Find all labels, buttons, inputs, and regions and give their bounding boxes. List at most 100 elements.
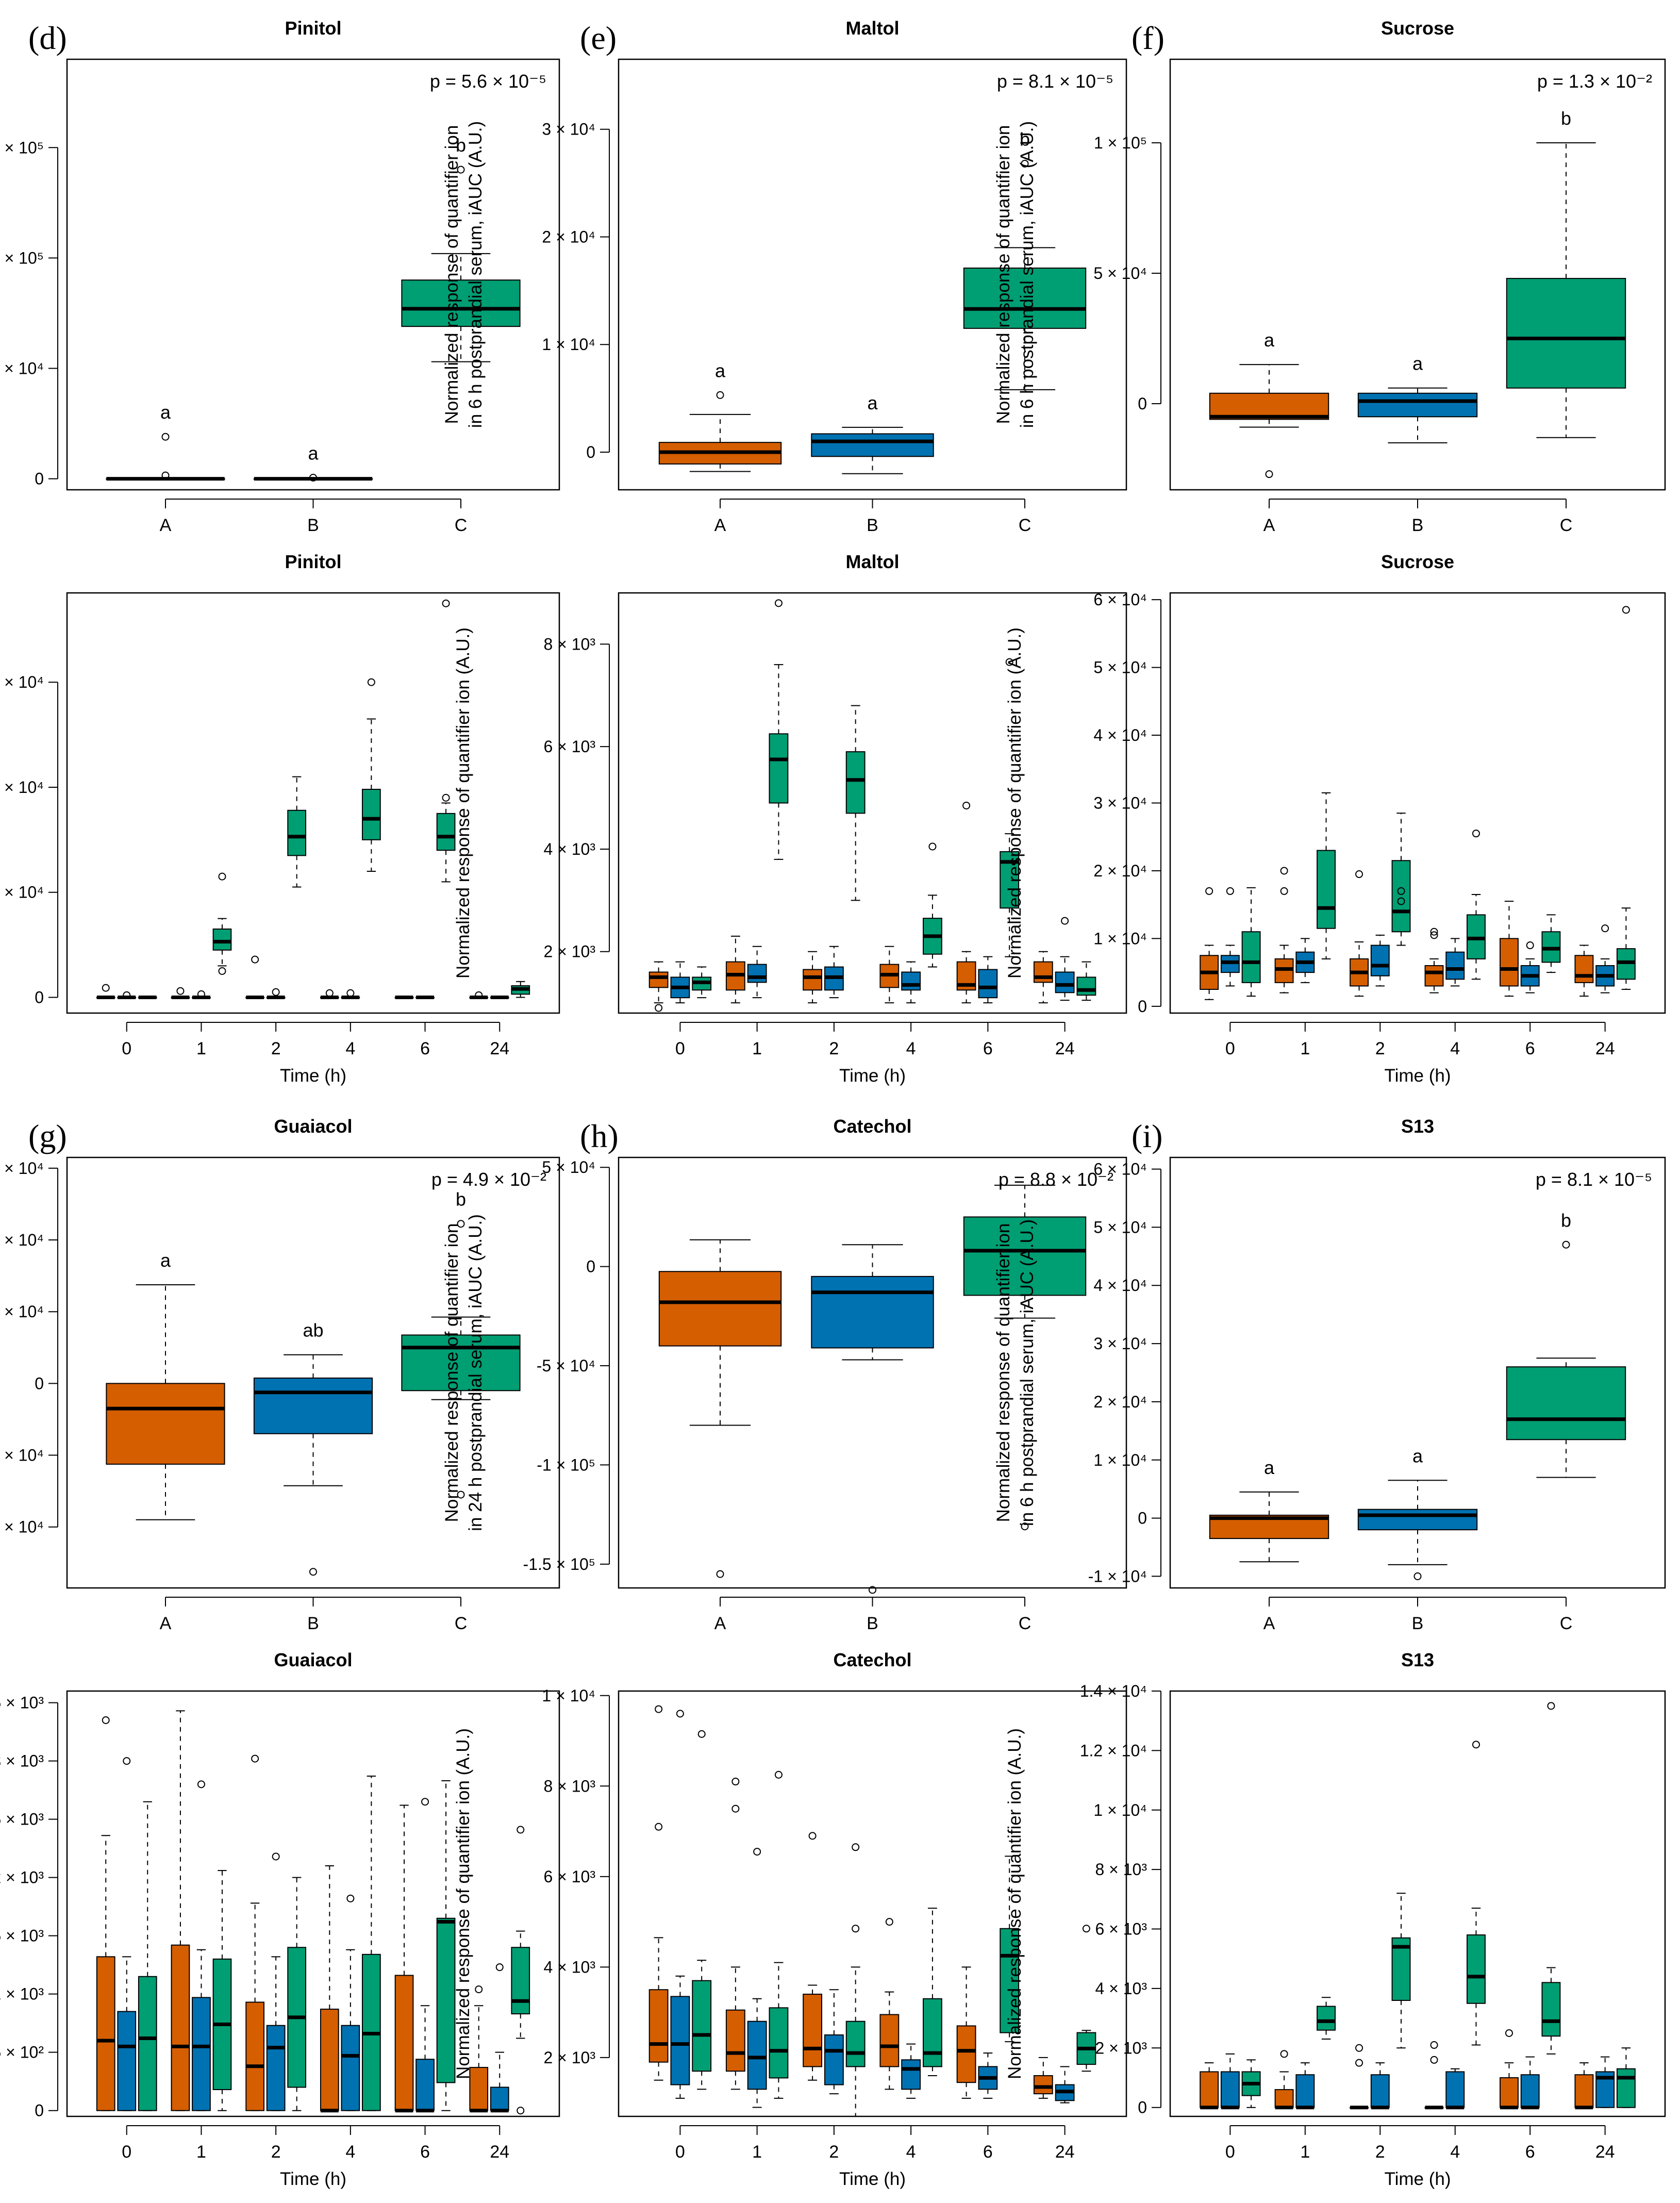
y-tick-label: 0 — [35, 1374, 44, 1393]
box-iqr — [1317, 850, 1336, 929]
box-C — [362, 1776, 381, 2111]
box-C — [436, 1780, 456, 2111]
outlier-point — [161, 433, 170, 441]
box-iqr — [978, 969, 998, 999]
outlier-point — [1226, 887, 1234, 895]
box-iqr — [436, 813, 456, 851]
outlier-point — [852, 1925, 860, 1933]
x-tick-label: B — [1412, 516, 1424, 535]
x-tick-label: B — [867, 516, 878, 535]
box-iqr — [901, 971, 921, 991]
box-iqr — [1241, 931, 1261, 983]
box-iqr — [769, 733, 789, 804]
y-tick-label: 2 × 10⁴ — [542, 227, 595, 246]
outlier-point — [928, 842, 937, 851]
box-A — [956, 801, 976, 1004]
outlier-point — [475, 991, 483, 999]
box-C — [511, 981, 530, 998]
outlier-point — [309, 1568, 317, 1576]
plot-frame — [618, 1690, 1127, 2117]
y-tick-label: 2 × 10⁴ — [0, 1302, 44, 1321]
panel-label: (h) — [580, 1118, 619, 1154]
chart-title: Guaiacol — [274, 1649, 352, 1670]
outlier-point — [1205, 887, 1213, 895]
y-tick-label: 4 × 10⁴ — [1093, 1276, 1147, 1295]
outlier-point — [716, 391, 724, 399]
box-C — [287, 1877, 307, 2111]
box-B — [901, 2043, 921, 2099]
x-tick-label: 0 — [122, 1039, 131, 1058]
panel-s13-timecourse: S13 0 2 × 10³ 4 × 10³ 6 × 10³ 8 × 10³ 1 × 10⁴ 1… — [1005, 1649, 1666, 2189]
x-tick-label: 6 — [420, 1039, 430, 1058]
box-iqr — [117, 2011, 137, 2111]
y-axis-label: in 24 h postprandial serum, iAUC (A.U.) — [465, 1214, 486, 1531]
y-tick-label: 2 × 10³ — [1095, 2039, 1147, 2057]
box-C — [287, 776, 307, 888]
x-axis-label: Time (h) — [280, 1066, 346, 1086]
box-iqr — [469, 2067, 489, 2111]
y-axis-label: Normalized response of quantifier ion — [993, 1223, 1013, 1522]
outlier-point — [517, 1826, 525, 1834]
x-tick-label: 2 — [1375, 2142, 1385, 2162]
y-tick-label: 2 × 10³ — [543, 2048, 595, 2067]
panel-catechol-iauc: Catechol (h) p = 8.8 × 10⁻² -1.5 × 10⁵ -1 × … — [442, 1116, 1127, 1633]
significance-letter: b — [1561, 108, 1571, 129]
box-iqr — [401, 1334, 521, 1392]
x-tick-label: 1 — [1300, 2142, 1310, 2162]
y-tick-label: 0 — [35, 988, 44, 1006]
box-B — [747, 1848, 767, 2108]
y-tick-label: 0 — [1138, 1509, 1147, 1528]
x-tick-label: 2 — [829, 2142, 839, 2162]
outlier-point — [475, 1985, 483, 1994]
box-iqr — [811, 1276, 934, 1349]
y-tick-label: 8 × 10³ — [1095, 1860, 1147, 1879]
box-A — [171, 1710, 190, 2111]
y-tick-label: 2 × 10³ — [543, 942, 595, 961]
significance-letter: a — [308, 442, 319, 463]
box-B — [490, 1963, 509, 2113]
outlier-point — [176, 987, 185, 995]
outlier-point — [731, 1804, 740, 1813]
p-value: p = 5.6 × 10⁻⁵ — [430, 71, 546, 92]
y-tick-label: 5 × 10² — [0, 2043, 44, 2062]
box-iqr — [824, 2034, 844, 2085]
x-tick-label: C — [455, 1614, 468, 1633]
y-tick-label: 4 × 10³ — [543, 1958, 595, 1976]
plot-frame — [1169, 58, 1666, 491]
outlier-point — [123, 1757, 131, 1765]
outlier-point — [1397, 897, 1405, 905]
y-tick-label: 5 × 10⁴ — [0, 359, 44, 377]
box-iqr — [1391, 860, 1411, 933]
outlier-point — [421, 1798, 429, 1806]
box-C — [401, 1220, 521, 1499]
y-tick-label: 4 × 10⁴ — [1093, 726, 1147, 744]
x-tick-label: 6 — [420, 2142, 430, 2162]
chart-title: S13 — [1401, 1116, 1434, 1137]
box-C — [1000, 658, 1020, 957]
box-iqr — [1520, 2074, 1540, 2108]
box-A — [96, 984, 115, 999]
x-tick-label: A — [714, 516, 726, 535]
box-B — [490, 995, 509, 999]
box-iqr — [1357, 392, 1478, 418]
x-axis-label: Time (h) — [839, 2169, 906, 2189]
x-tick-label: 6 — [983, 1039, 993, 1058]
outlier-point — [1355, 2059, 1363, 2067]
outlier-point — [251, 1754, 259, 1763]
box-A — [648, 1705, 669, 2081]
outlier-point — [655, 1004, 663, 1012]
box-B — [1357, 1480, 1478, 1580]
x-tick-label: 1 — [752, 1039, 762, 1058]
y-tick-label: 6 × 10³ — [1095, 1920, 1147, 1939]
outlier-point — [1021, 159, 1029, 168]
outlier-point — [457, 1490, 465, 1499]
box-B — [824, 946, 844, 999]
box-A — [803, 951, 822, 1004]
panel-maltol-timecourse: Maltol 2 × 10³ 4 × 10³ 6 × 10³ 8 × 10³ Normal… — [453, 551, 1127, 1086]
outlier-point — [1430, 2041, 1438, 2049]
y-tick-label: 5 × 10⁴ — [1093, 264, 1147, 283]
plot-frame — [66, 1156, 560, 1589]
y-tick-label: 0 — [1138, 394, 1147, 413]
box-A — [1424, 927, 1444, 993]
